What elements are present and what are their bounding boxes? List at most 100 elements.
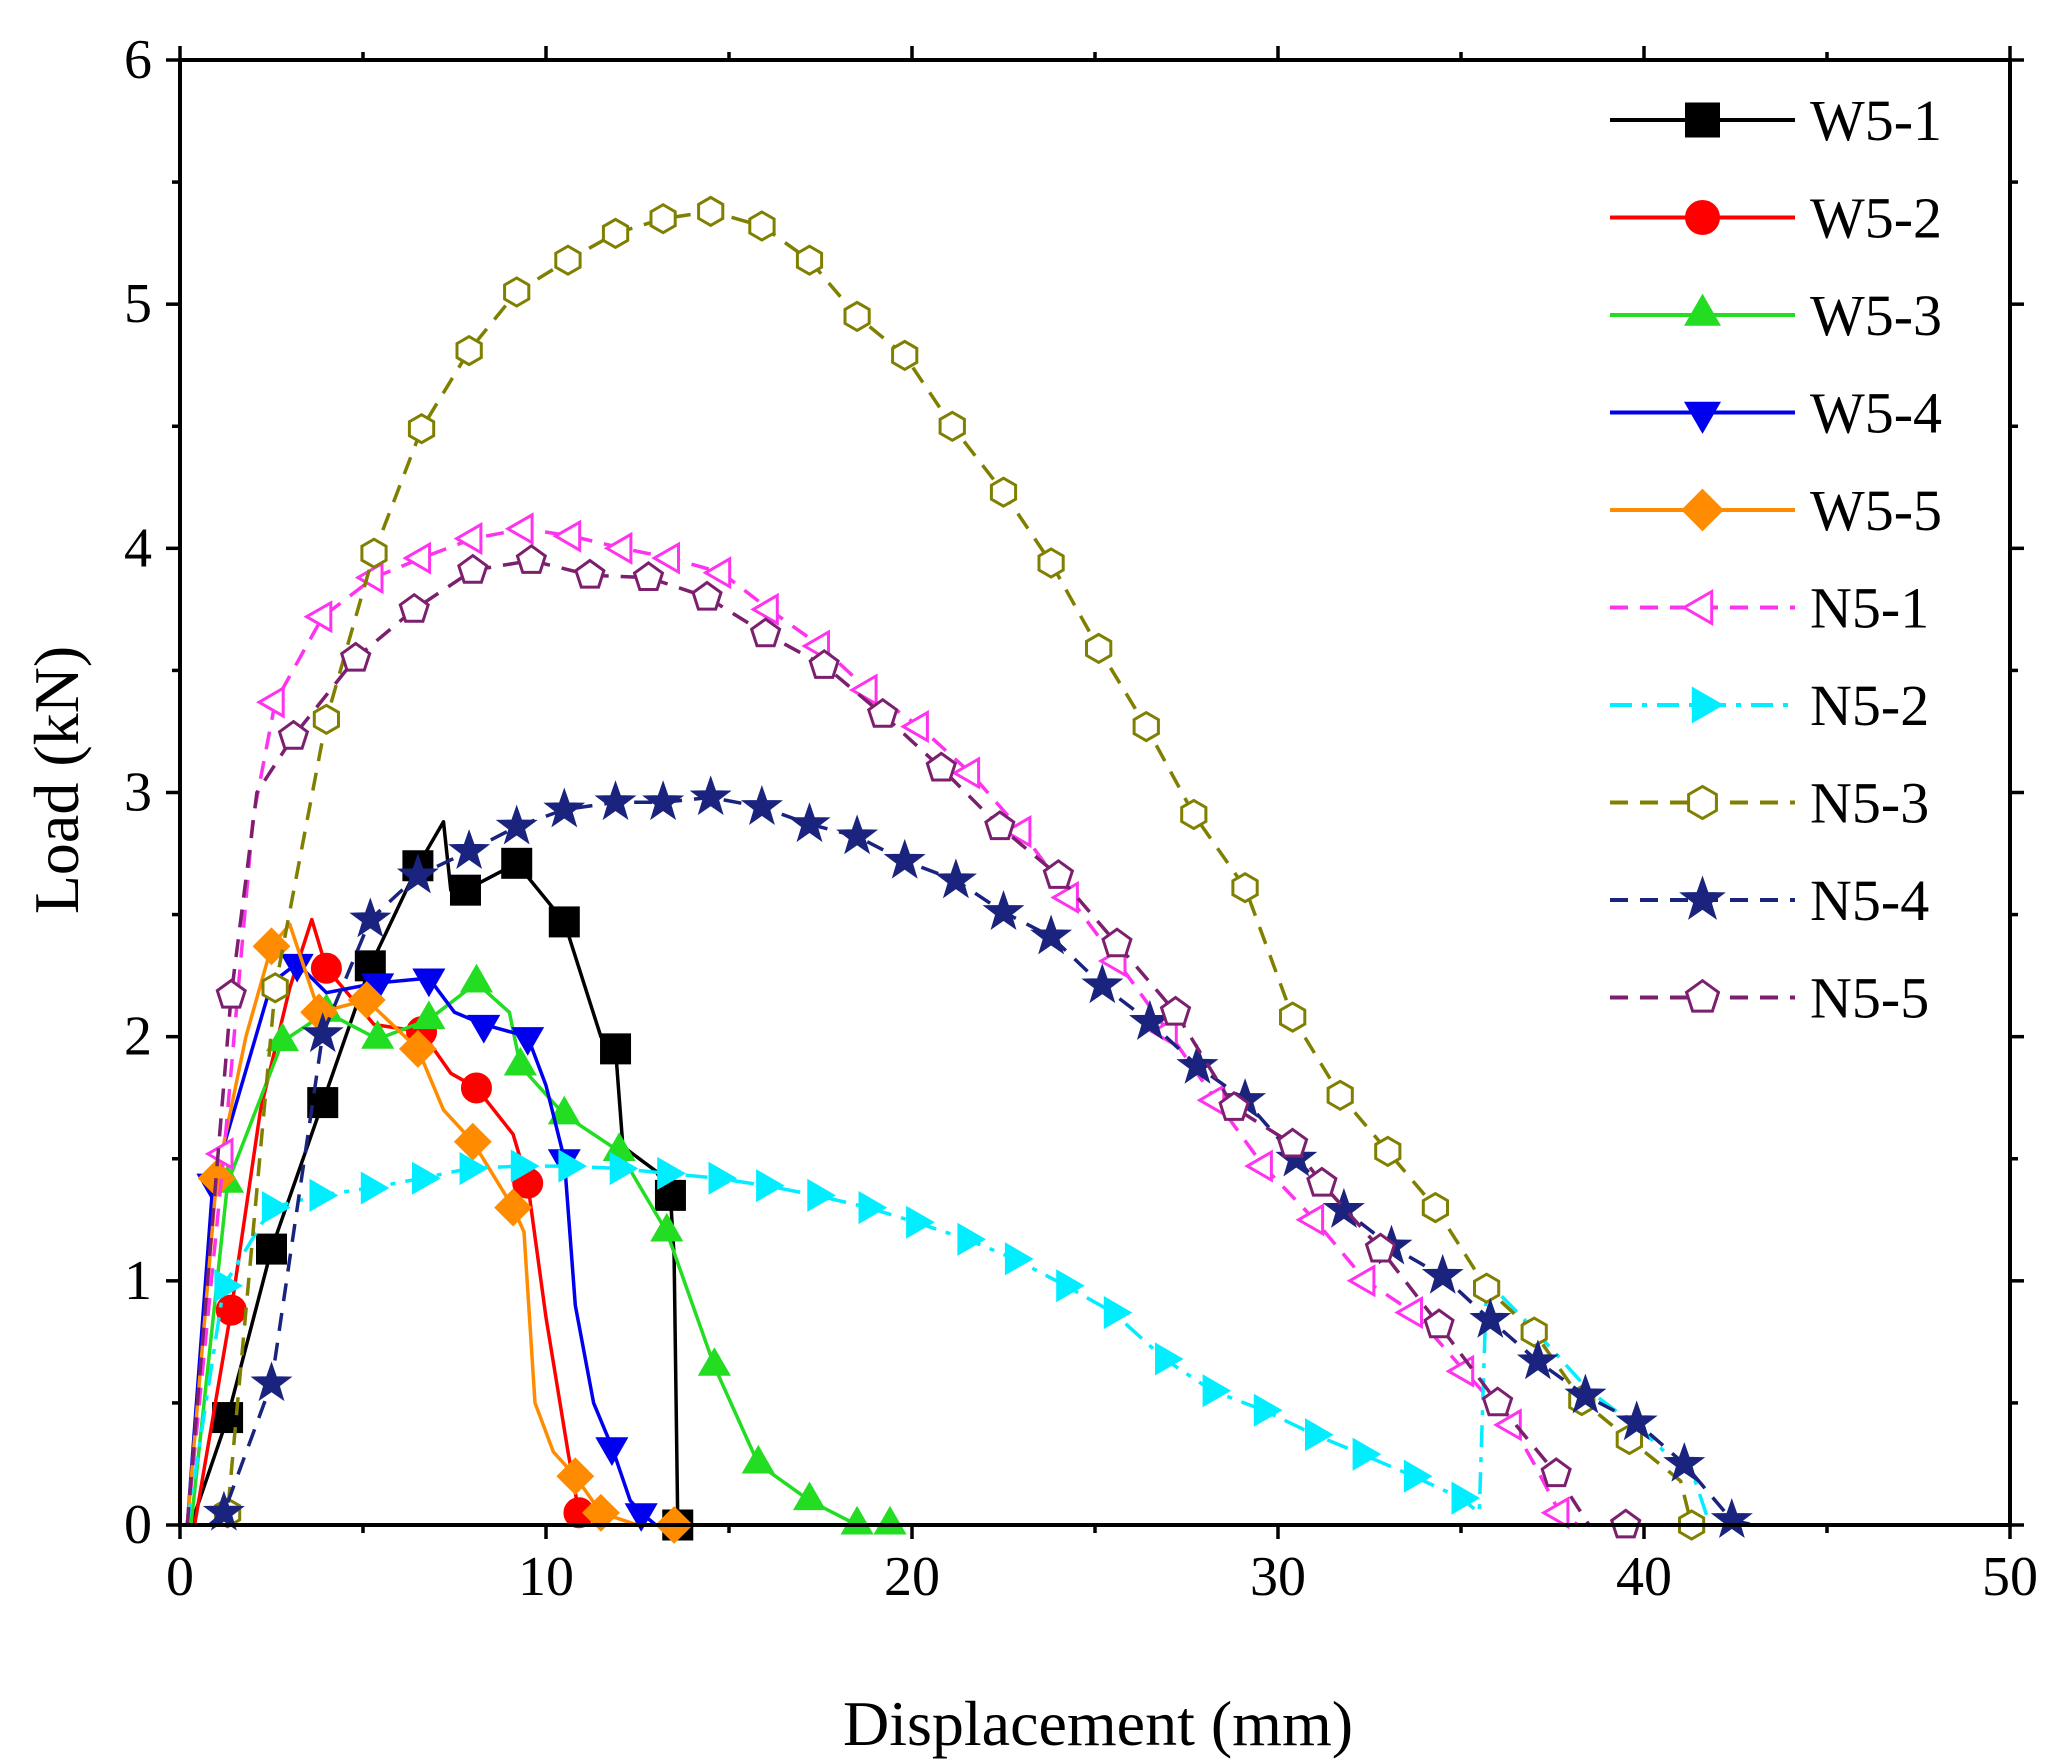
data-point-N5-4: [1516, 1339, 1559, 1380]
data-point-N5-5: [1540, 1457, 1572, 1488]
data-point-N5-3: [407, 412, 436, 445]
data-point-N5-3: [1374, 1135, 1402, 1168]
data-point-N5-1: [1493, 1408, 1522, 1442]
data-point-N5-2: [906, 1205, 935, 1239]
data-point-N5-3: [1279, 1001, 1307, 1033]
series-N5-4: [202, 775, 1755, 1539]
data-point-W5-1: [501, 847, 533, 879]
x-tick-label: 50: [1982, 1546, 2038, 1608]
series-N5-5: [185, 543, 1642, 1539]
data-point-N5-5: [574, 558, 606, 589]
data-point-N5-5: [1042, 858, 1075, 889]
data-point-N5-4: [883, 838, 926, 879]
data-point-N5-2: [1253, 1393, 1283, 1427]
data-point-N5-4: [934, 858, 977, 899]
series-N5-1: [185, 512, 1580, 1530]
data-point-N5-3: [697, 195, 725, 228]
data-point-N5-5: [398, 592, 430, 623]
series-line-N5-5: [185, 558, 1626, 1527]
data-point-N5-2: [558, 1149, 588, 1183]
data-point-W5-3: [547, 1095, 581, 1125]
data-point-N5-2: [708, 1161, 738, 1195]
data-point-N5-4: [1663, 1441, 1706, 1482]
data-point-N5-5: [1159, 995, 1192, 1026]
legend-label: W5-1: [1810, 88, 1942, 153]
legend-entry-W5-4: W5-4: [1610, 381, 1942, 446]
data-point-N5-2: [214, 1269, 243, 1303]
data-point-N5-3: [938, 410, 966, 443]
data-point-W5-4: [595, 1437, 629, 1467]
data-point-W5-3: [602, 1132, 636, 1161]
data-point-N5-4: [396, 853, 439, 894]
data-point-W5-5: [556, 1457, 595, 1496]
legend-marker: [1679, 875, 1726, 920]
legend-entry-W5-3: W5-3: [1610, 283, 1942, 348]
data-point-N5-4: [349, 897, 392, 938]
data-point-N5-1: [1244, 1149, 1273, 1183]
data-point-N5-5: [866, 697, 899, 728]
data-point-N5-4: [301, 1012, 344, 1053]
data-point-N5-1: [402, 541, 432, 575]
series-line-N5-4: [208, 795, 1755, 1527]
data-point-N5-2: [957, 1222, 986, 1256]
data-point-W5-3: [697, 1347, 731, 1376]
data-point-N5-3: [1231, 871, 1259, 904]
data-point-N5-1: [1346, 1264, 1376, 1298]
data-point-N5-3: [360, 537, 388, 569]
data-point-W5-4: [624, 1503, 658, 1532]
data-point-W5-3: [265, 1022, 299, 1052]
y-tick-label: 0: [124, 1494, 152, 1556]
x-tick-label: 30: [1250, 1546, 1306, 1608]
legend-marker: [1681, 589, 1714, 626]
legend-marker: [1685, 102, 1720, 138]
legend: W5-1 W5-2 W5-3 W5-4 W5-5 N5-1 N5-2 N5-3 N5-4 N5-5: [1610, 88, 1942, 1031]
data-point-N5-5: [1306, 1166, 1338, 1197]
data-point-W5-5: [494, 1188, 533, 1227]
data-point-N5-4: [202, 1490, 245, 1531]
data-point-N5-4: [1081, 963, 1124, 1004]
data-point-N5-1: [951, 756, 981, 790]
data-point-N5-4: [250, 1361, 293, 1402]
data-point-W5-2: [310, 952, 342, 984]
data-point-N5-3: [1326, 1079, 1354, 1112]
data-point-N5-2: [609, 1152, 639, 1186]
data-point-N5-4: [1469, 1297, 1512, 1338]
legend-marker: [1691, 686, 1724, 724]
data-point-N5-2: [1004, 1242, 1034, 1276]
legend-label: W5-4: [1810, 381, 1942, 446]
data-point-N5-2: [261, 1190, 291, 1225]
x-axis-title: Displacement (mm): [843, 1688, 1353, 1759]
legend-label: N5-1: [1810, 576, 1929, 641]
data-point-W5-3: [873, 1505, 907, 1535]
legend-marker: [1681, 488, 1724, 532]
data-point-N5-1: [1002, 814, 1032, 849]
data-point-N5-2: [807, 1178, 836, 1212]
series-line-N5-2: [185, 1164, 1712, 1526]
data-point-N5-2: [1103, 1295, 1133, 1330]
data-point-W5-3: [412, 1000, 446, 1030]
data-point-N5-4: [1710, 1498, 1753, 1539]
data-point-N5-2: [1305, 1418, 1334, 1452]
plot-frame: [178, 58, 2012, 1527]
data-point-N5-1: [552, 519, 582, 553]
data-point-N5-2: [309, 1178, 339, 1212]
data-point-N5-2: [360, 1171, 390, 1205]
series-W5-4: [185, 953, 658, 1532]
data-point-N5-3: [891, 339, 919, 372]
data-point-N5-3: [649, 202, 677, 235]
series-W5-5: [185, 922, 694, 1544]
data-point-W5-5: [347, 981, 386, 1019]
data-point-N5-5: [1481, 1386, 1514, 1417]
data-point-N5-3: [1037, 547, 1065, 579]
axes-layer: 0 10 20 30 40 50 0 1 2 3 4 5 6: [124, 29, 2038, 1608]
y-tick-label: 3: [124, 762, 152, 824]
data-point-N5-3: [601, 217, 630, 250]
data-point-N5-3: [1421, 1191, 1449, 1224]
data-point-N5-5: [808, 648, 840, 679]
data-point-N5-5: [632, 561, 665, 591]
data-point-N5-3: [455, 334, 483, 367]
x-tick-label: 10: [518, 1546, 574, 1608]
data-point-N5-4: [448, 829, 491, 870]
data-point-N5-4: [1322, 1187, 1365, 1228]
